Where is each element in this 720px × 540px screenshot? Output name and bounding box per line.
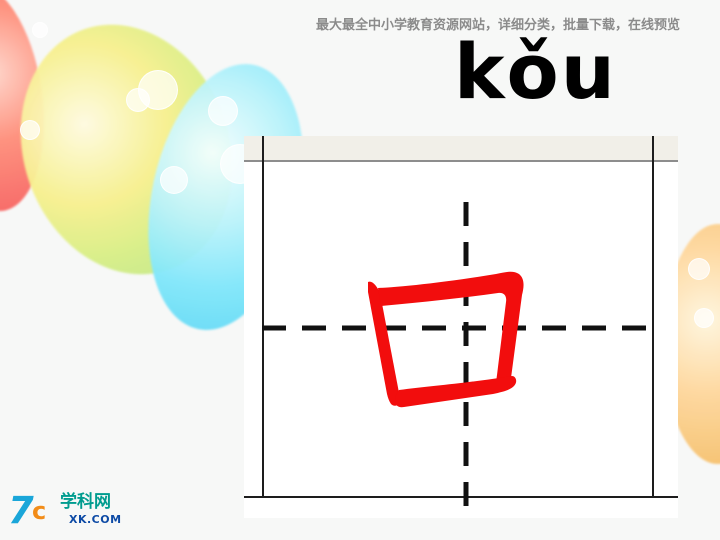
- bubble-decoration: [32, 22, 48, 38]
- grid-left-border: [262, 136, 264, 498]
- grid-header-bar: [244, 136, 678, 162]
- xk-logo-english-text: XK.COM: [69, 513, 122, 526]
- bubble-decoration: [160, 166, 188, 194]
- bubble-decoration: [20, 120, 40, 140]
- bubble-decoration: [694, 308, 714, 328]
- bubble-decoration: [208, 96, 238, 126]
- pinyin-label: kǒu: [454, 27, 617, 116]
- xk-logo-accent: c: [32, 497, 47, 525]
- site-banner-text: 最大最全中小学教育资源网站，详细分类，批量下载，在线预览: [315, 18, 680, 33]
- xk-logo-icon: 7: [8, 489, 34, 532]
- bubble-decoration: [126, 88, 150, 112]
- xk-logo-chinese-text: 学科网: [60, 492, 111, 512]
- bubble-decoration: [688, 258, 710, 280]
- character-bottom-stroke: [395, 376, 517, 408]
- character-glyph: 口: [368, 271, 524, 408]
- character-left-stroke: [368, 281, 401, 406]
- grid-right-border: [652, 136, 654, 498]
- grid-bottom-border: [244, 496, 678, 498]
- xk-logo: 7 c 学科网 XK.COM: [8, 492, 140, 530]
- character-top-right-stroke: [378, 271, 524, 388]
